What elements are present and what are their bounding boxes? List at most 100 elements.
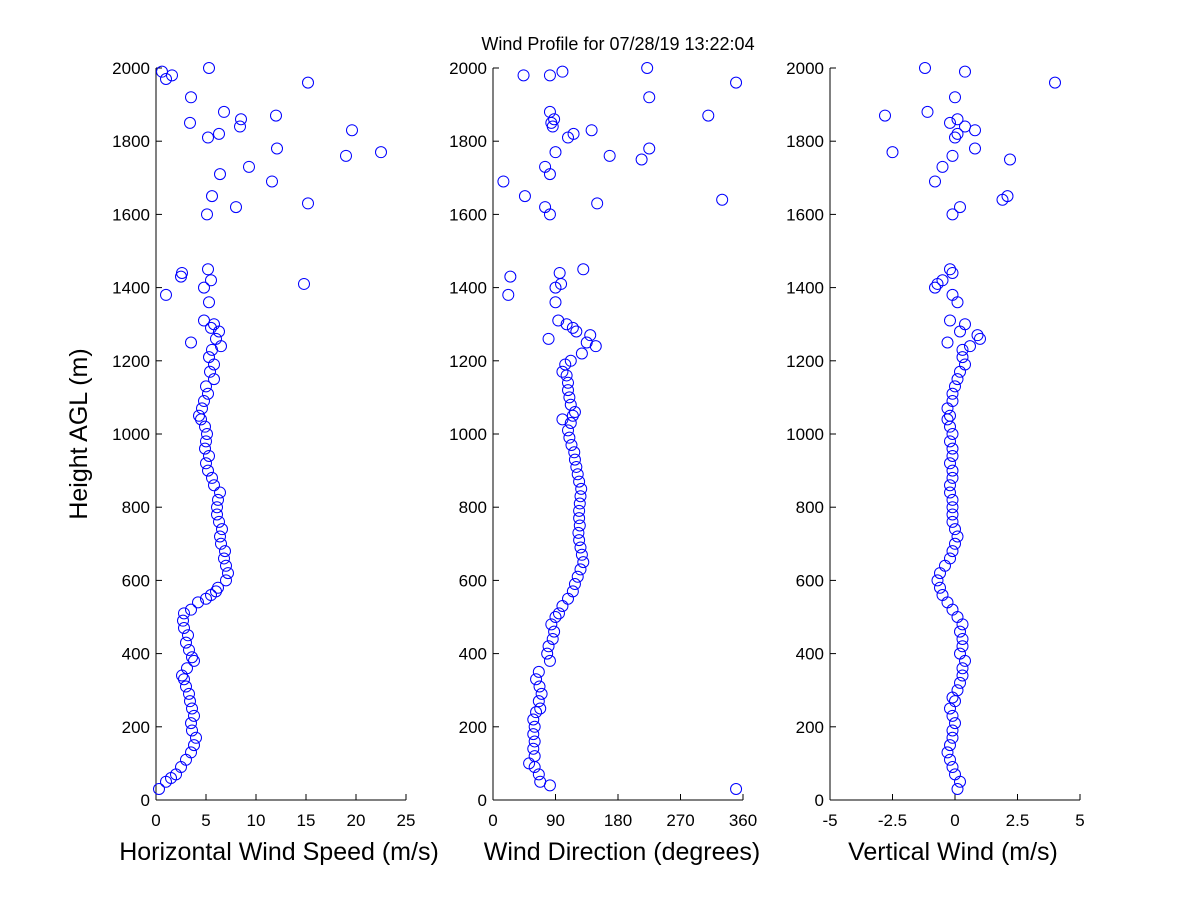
vertical-wind-data-point [954,365,966,378]
direction-data-point [527,742,540,755]
vertical-wind-data-point [951,127,964,140]
speed-data-point [183,687,195,700]
speed-data-point [213,127,225,140]
speed-x-axis-label: Horizontal Wind Speed (m/s) [119,838,439,866]
vertical-wind-data-point [946,395,959,408]
speed-data-point [180,680,192,693]
vertical-wind-data-point [949,91,961,104]
direction-data-point [575,347,588,360]
vertical-wind-data-point [956,662,969,675]
speed-y-tick-label: 1600 [112,205,150,224]
vertical-wind-data-point [944,263,956,276]
direction-x-tick-label: 180 [604,811,632,830]
speed-data-point [188,709,200,722]
speed-data-point [208,479,220,492]
direction-data-point [574,490,587,503]
vertical-wind-data-point [936,589,949,602]
vertical-wind-data-point [954,676,966,689]
speed-y-tick-label: 200 [122,718,150,737]
vertical-wind-data-point [959,358,971,371]
vertical-wind-data-point [946,545,959,558]
direction-y-tick-label: 2000 [449,59,487,78]
speed-y-tick-label: 2000 [112,59,150,78]
speed-data-point [153,783,165,796]
vertical-wind-data-point [946,288,959,301]
speed-data-point [214,530,226,543]
speed-data-point [186,702,198,715]
direction-data-point [552,607,565,620]
vertical-wind-data-point [949,768,961,781]
speed-data-point [184,695,196,708]
direction-data-point [573,534,586,547]
speed-data-point [208,318,220,331]
speed-data-point [220,559,232,572]
direction-data-point [502,288,515,301]
direction-data-point [580,336,593,349]
speed-data-point [160,288,172,301]
direction-data-point [543,69,556,82]
direction-data-point [530,706,543,719]
vertical-wind-data-point [946,761,959,774]
speed-data-point [346,124,358,137]
speed-x-tick-label: 5 [201,811,210,830]
speed-data-point [270,109,282,122]
vertical-wind-y-tick-label: 1200 [786,352,824,371]
vertical-wind-data-point [946,208,959,221]
vertical-wind-data-point [951,296,964,309]
speed-data-point [211,501,223,514]
direction-data-point [553,266,566,279]
direction-y-tick-label: 1200 [449,352,487,371]
speed-data-point [218,105,230,118]
speed-data-point [220,574,232,587]
direction-data-point [528,735,541,748]
speed-data-point [201,208,213,221]
speed-data-point [298,277,310,290]
vertical-wind-data-point [951,530,964,543]
vertical-wind-y-tick-label: 1800 [786,132,824,151]
vertical-wind-y-tick-label: 800 [796,498,824,517]
direction-data-point [574,541,587,554]
speed-data-point [203,296,215,309]
direction-data-point [564,398,577,411]
speed-x-tick-label: 10 [247,811,266,830]
speed-data-point [200,457,212,470]
vertical-wind-data-point [956,351,969,364]
speed-panel: 0 5 10 15 20 25 0 200 400 600 800 1000 1200 1400 1600 1… [65,59,439,866]
vertical-wind-y-tick-label: 1600 [786,205,824,224]
vertical-wind-data-point [969,124,981,137]
speed-data-point [192,596,204,609]
speed-x-tick-label: 25 [397,811,416,830]
speed-y-tick-label: 800 [122,498,150,517]
vertical-wind-data-point [946,471,959,484]
direction-data-point [541,647,554,660]
direction-data-point [504,270,517,283]
vertical-wind-data-point [929,175,941,188]
vertical-wind-data-point [946,464,959,477]
direction-y-tick-label: 0 [478,791,487,810]
vertical-wind-y-tick-label: 0 [815,791,824,810]
direction-data-point [577,556,590,569]
direction-data-point [548,113,561,126]
vertical-wind-x-tick-label: -2.5 [878,811,907,830]
speed-data-point [222,567,234,580]
speed-x-tick-label: 0 [151,811,160,830]
speed-data-point [219,545,231,558]
speed-y-tick-label: 0 [141,791,150,810]
speed-data-point [206,471,218,484]
vertical-wind-data-point [954,325,966,338]
direction-data-point [552,314,565,327]
vertical-wind-data-point [951,684,964,697]
direction-data-point [556,65,569,78]
direction-data-point [585,124,598,137]
speed-data-point [302,76,314,89]
vertical-wind-data-point [879,109,891,122]
direction-data-point [563,431,576,444]
speed-data-point [185,746,197,759]
vertical-wind-y-tick-label: 400 [796,645,824,664]
direction-data-point [535,687,548,700]
speed-data-point [202,387,214,400]
speed-data-point [198,314,210,327]
vertical-wind-data-point [944,486,956,499]
y-axis-label: Height AGL (m) [65,348,93,519]
speed-y-tick-label: 1000 [112,425,150,444]
